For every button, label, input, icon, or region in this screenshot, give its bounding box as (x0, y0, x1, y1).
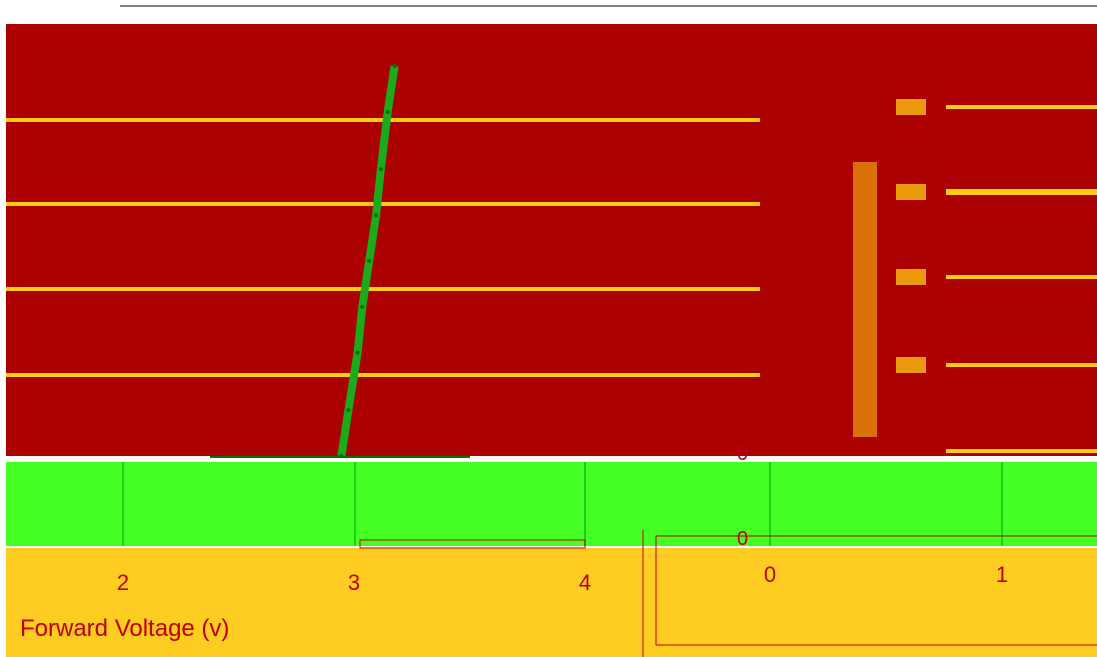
upper-panel (6, 24, 1097, 456)
right-gridlines (896, 99, 1097, 453)
x-tick-label-2: 2 (117, 570, 129, 595)
x-axis-label: Forward Voltage (v) (20, 615, 229, 642)
series-point-0-8 (392, 64, 397, 68)
right-y-axis-label (853, 162, 877, 437)
right-y-axis-label-strip (853, 162, 877, 437)
lower-band (6, 462, 1097, 546)
right-y-tick-mark-1 (896, 184, 926, 200)
right-y-tick-mark-0 (896, 99, 926, 115)
series-point-0-7 (385, 109, 390, 114)
series-point-0-3 (360, 304, 365, 309)
series-point-0-4 (367, 259, 372, 263)
series-layer (210, 64, 470, 458)
x-tick-label-4: 4 (579, 570, 591, 595)
series-point-0-6 (378, 167, 383, 172)
lower-band-vertical-lines (122, 462, 1003, 546)
series-point-0-2 (355, 350, 360, 355)
right-y-tick-label-0a: 0 (737, 443, 748, 465)
x-tick-label-3: 3 (348, 570, 360, 595)
footer-band (6, 548, 1097, 657)
left-x-ticks: 2 3 4 (117, 570, 591, 595)
right-x-tick-label-1: 1 (996, 562, 1008, 587)
right-y-tick-label-0b: 0 (737, 528, 748, 550)
left-footer-frame (359, 539, 586, 549)
right-x-tick-label-0: 0 (764, 562, 776, 587)
right-y-tick-mark-3 (896, 357, 926, 373)
left-gridlines (6, 118, 760, 377)
series-point-0-5 (374, 213, 379, 218)
right-y-tick-mark-2 (896, 269, 926, 285)
series-point-0-1 (346, 408, 351, 413)
